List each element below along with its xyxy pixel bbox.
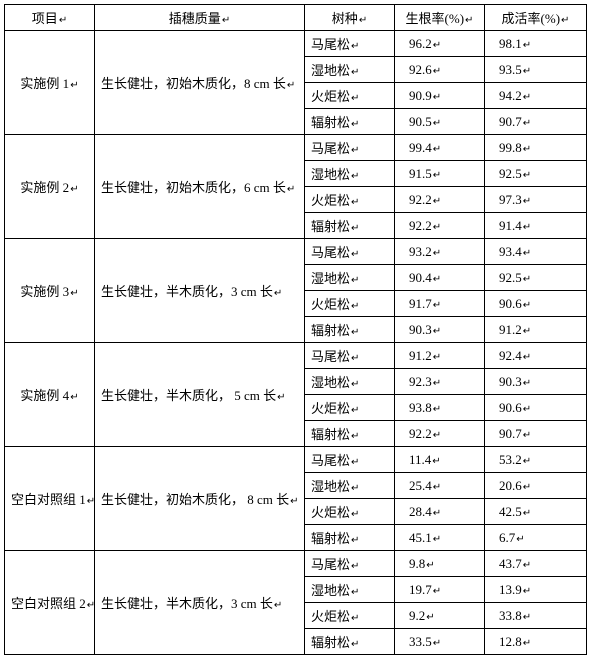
survival-cell: 99.8↵ [485,135,587,161]
rooting-cell: 90.4↵ [395,265,485,291]
project-cell: 实施例 3↵ [5,239,95,343]
species-cell: 辐射松↵ [305,525,395,551]
rooting-cell: 99.4↵ [395,135,485,161]
species-cell: 辐射松↵ [305,109,395,135]
survival-cell: 90.7↵ [485,421,587,447]
survival-cell: 90.3↵ [485,369,587,395]
survival-cell: 92.5↵ [485,265,587,291]
survival-cell: 90.7↵ [485,109,587,135]
table-row: 实施例 1↵生长健壮，初始木质化，8 cm 长↵马尾松↵96.2↵98.1↵ [5,31,587,57]
species-cell: 马尾松↵ [305,343,395,369]
survival-cell: 43.7↵ [485,551,587,577]
species-cell: 湿地松↵ [305,473,395,499]
rooting-cell: 92.6↵ [395,57,485,83]
rooting-cell: 90.9↵ [395,83,485,109]
quality-cell: 生长健壮，半木质化，3 cm 长↵ [95,551,305,655]
rooting-cell: 96.2↵ [395,31,485,57]
project-cell: 空白对照组 1↵ [5,447,95,551]
rooting-cell: 45.1↵ [395,525,485,551]
quality-cell: 生长健壮，初始木质化，6 cm 长↵ [95,135,305,239]
col-quality: 插穗质量↵ [95,5,305,31]
rooting-cell: 9.8↵ [395,551,485,577]
survival-cell: 13.9↵ [485,577,587,603]
species-cell: 湿地松↵ [305,161,395,187]
survival-cell: 91.4↵ [485,213,587,239]
col-project: 项目↵ [5,5,95,31]
rooting-cell: 93.2↵ [395,239,485,265]
species-cell: 湿地松↵ [305,265,395,291]
survival-cell: 97.3↵ [485,187,587,213]
species-cell: 火炬松↵ [305,291,395,317]
species-cell: 辐射松↵ [305,317,395,343]
table-row: 空白对照组 1↵生长健壮，初始木质化， 8 cm 长↵马尾松↵11.4↵53.2… [5,447,587,473]
survival-cell: 12.8↵ [485,629,587,655]
survival-cell: 94.2↵ [485,83,587,109]
survival-cell: 91.2↵ [485,317,587,343]
col-species: 树种↵ [305,5,395,31]
rooting-cell: 9.2↵ [395,603,485,629]
project-cell: 实施例 4↵ [5,343,95,447]
species-cell: 湿地松↵ [305,57,395,83]
rooting-cell: 91.5↵ [395,161,485,187]
survival-cell: 90.6↵ [485,291,587,317]
table-row: 空白对照组 2↵生长健壮，半木质化，3 cm 长↵马尾松↵9.8↵43.7↵ [5,551,587,577]
survival-cell: 6.7↵ [485,525,587,551]
survival-cell: 33.8↵ [485,603,587,629]
rooting-cell: 92.2↵ [395,187,485,213]
species-cell: 湿地松↵ [305,369,395,395]
survival-cell: 92.4↵ [485,343,587,369]
survival-cell: 42.5↵ [485,499,587,525]
project-cell: 空白对照组 2↵ [5,551,95,655]
rooting-cell: 28.4↵ [395,499,485,525]
species-cell: 湿地松↵ [305,577,395,603]
survival-cell: 93.4↵ [485,239,587,265]
survival-cell: 92.5↵ [485,161,587,187]
table-row: 实施例 3↵生长健壮，半木质化，3 cm 长↵马尾松↵93.2↵93.4↵ [5,239,587,265]
quality-cell: 生长健壮，初始木质化，8 cm 长↵ [95,31,305,135]
species-cell: 马尾松↵ [305,135,395,161]
data-table: 项目↵ 插穗质量↵ 树种↵ 生根率(%)↵ 成活率(%)↵ 实施例 1↵生长健壮… [4,4,587,655]
species-cell: 马尾松↵ [305,239,395,265]
rooting-cell: 91.7↵ [395,291,485,317]
table-row: 实施例 4↵生长健壮，半木质化， 5 cm 长↵马尾松↵91.2↵92.4↵ [5,343,587,369]
species-cell: 火炬松↵ [305,603,395,629]
project-cell: 实施例 2↵ [5,135,95,239]
header-row: 项目↵ 插穗质量↵ 树种↵ 生根率(%)↵ 成活率(%)↵ [5,5,587,31]
table-row: 实施例 2↵生长健壮，初始木质化，6 cm 长↵马尾松↵99.4↵99.8↵ [5,135,587,161]
quality-cell: 生长健壮，半木质化， 5 cm 长↵ [95,343,305,447]
species-cell: 火炬松↵ [305,187,395,213]
rooting-cell: 90.3↵ [395,317,485,343]
rooting-cell: 33.5↵ [395,629,485,655]
survival-cell: 53.2↵ [485,447,587,473]
rooting-cell: 90.5↵ [395,109,485,135]
survival-cell: 98.1↵ [485,31,587,57]
survival-cell: 90.6↵ [485,395,587,421]
col-rooting: 生根率(%)↵ [395,5,485,31]
species-cell: 辐射松↵ [305,421,395,447]
species-cell: 马尾松↵ [305,447,395,473]
rooting-cell: 93.8↵ [395,395,485,421]
col-survival: 成活率(%)↵ [485,5,587,31]
rooting-cell: 11.4↵ [395,447,485,473]
rooting-cell: 19.7↵ [395,577,485,603]
species-cell: 辐射松↵ [305,213,395,239]
rooting-cell: 92.2↵ [395,213,485,239]
species-cell: 火炬松↵ [305,83,395,109]
survival-cell: 20.6↵ [485,473,587,499]
rooting-cell: 92.2↵ [395,421,485,447]
rooting-cell: 92.3↵ [395,369,485,395]
survival-cell: 93.5↵ [485,57,587,83]
species-cell: 马尾松↵ [305,31,395,57]
rooting-cell: 25.4↵ [395,473,485,499]
species-cell: 火炬松↵ [305,499,395,525]
project-cell: 实施例 1↵ [5,31,95,135]
quality-cell: 生长健壮，半木质化，3 cm 长↵ [95,239,305,343]
species-cell: 马尾松↵ [305,551,395,577]
table-body: 实施例 1↵生长健壮，初始木质化，8 cm 长↵马尾松↵96.2↵98.1↵湿地… [5,31,587,655]
rooting-cell: 91.2↵ [395,343,485,369]
species-cell: 火炬松↵ [305,395,395,421]
quality-cell: 生长健壮，初始木质化， 8 cm 长↵ [95,447,305,551]
species-cell: 辐射松↵ [305,629,395,655]
